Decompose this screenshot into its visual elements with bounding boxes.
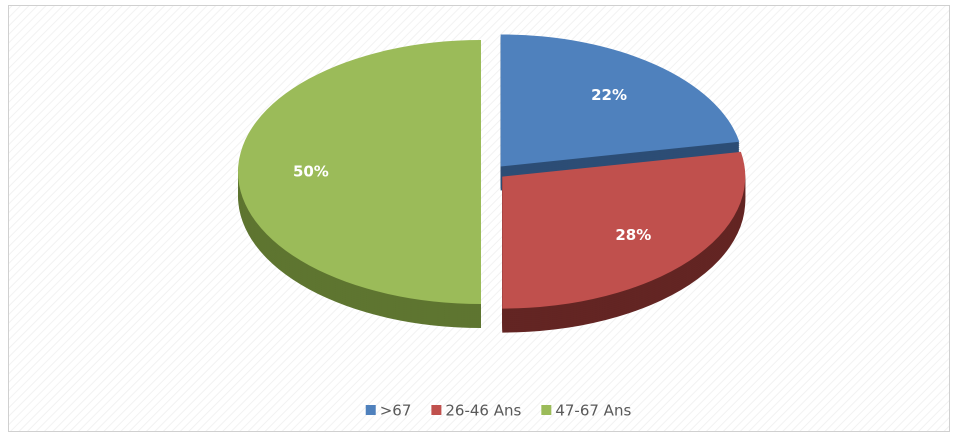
pie-slice bbox=[238, 40, 481, 328]
data-label: 22% bbox=[591, 86, 627, 104]
legend-label: >67 bbox=[380, 402, 412, 420]
pie-slice bbox=[500, 34, 740, 191]
slice-top bbox=[238, 40, 481, 304]
legend-swatch bbox=[541, 405, 552, 415]
legend-swatch bbox=[431, 405, 442, 415]
pie-slice bbox=[502, 151, 746, 333]
data-label: 28% bbox=[615, 226, 651, 244]
legend-label: 26-46 Ans bbox=[445, 402, 521, 420]
data-label: 50% bbox=[293, 163, 329, 181]
legend-label: 47-67 Ans bbox=[555, 402, 631, 420]
slice-top bbox=[502, 151, 746, 309]
slice-top bbox=[500, 34, 740, 167]
legend-swatch bbox=[365, 405, 376, 415]
